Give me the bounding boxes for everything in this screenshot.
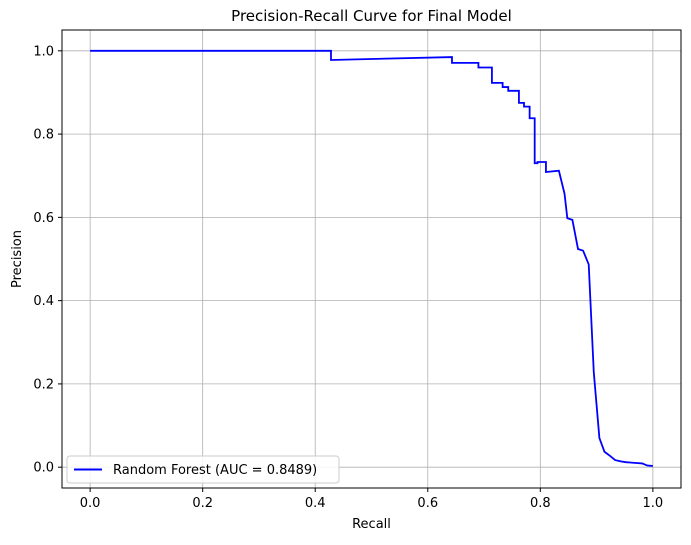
x-axis-ticks: 0.0 0.2 0.4 0.6 0.8 1.0	[80, 488, 663, 511]
plot-frame	[61, 29, 682, 489]
x-tick-label: 0.6	[417, 496, 438, 511]
legend: Random Forest (AUC = 0.8489)	[66, 455, 340, 484]
y-tick-label: 0.0	[33, 461, 54, 476]
chart-title: Precision-Recall Curve for Final Model	[231, 7, 512, 25]
pr-curve-line	[90, 49, 653, 467]
x-tick-label: 0.8	[530, 496, 551, 511]
y-tick-label: 1.0	[33, 44, 54, 59]
grid-lines	[62, 30, 681, 488]
y-tick-label: 0.8	[33, 128, 54, 143]
y-tick-label: 0.4	[33, 294, 54, 309]
x-tick-label: 0.2	[192, 496, 213, 511]
legend-box	[66, 455, 340, 484]
y-tick-label: 0.6	[33, 211, 54, 226]
x-axis-label: Recall	[352, 517, 391, 532]
plot-series	[90, 49, 653, 467]
y-tick-label: 0.2	[33, 377, 54, 392]
legend-entry-label: Random Forest (AUC = 0.8489)	[113, 463, 317, 478]
y-axis-ticks: 0.0 0.2 0.4 0.6 0.8 1.0	[33, 44, 62, 476]
x-tick-label: 0.4	[305, 496, 326, 511]
x-tick-label: 1.0	[643, 496, 664, 511]
y-axis-label: Precision	[10, 230, 25, 288]
x-tick-label: 0.0	[80, 496, 101, 511]
